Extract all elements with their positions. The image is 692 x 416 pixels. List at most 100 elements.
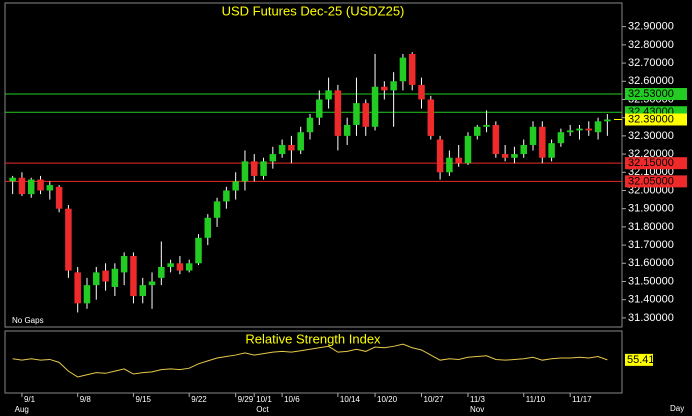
candle-body xyxy=(446,157,453,173)
candle-body xyxy=(120,256,128,273)
candle-body xyxy=(223,190,230,202)
y-tick-label: 32.30000 xyxy=(628,130,674,142)
level-label: 32.53000 xyxy=(628,88,674,100)
candle-body xyxy=(148,281,156,286)
y-tick-label: 31.40000 xyxy=(628,294,674,306)
x-tick-label: 10/6 xyxy=(284,395,300,404)
candle-body xyxy=(343,124,351,136)
y-tick-label: 31.80000 xyxy=(628,221,674,233)
rsi-panel xyxy=(4,330,623,394)
candle-body xyxy=(139,285,146,297)
x-tick-label: 9/22 xyxy=(191,395,207,404)
y-tick-label: 32.00000 xyxy=(628,184,674,196)
candle-body xyxy=(427,99,435,136)
candle-body xyxy=(18,177,26,195)
y-tick-label: 32.20000 xyxy=(628,148,674,160)
candle-body xyxy=(594,121,602,133)
candle-body xyxy=(9,177,16,182)
candle-body xyxy=(232,181,239,191)
candle-body xyxy=(566,130,574,133)
candle-body xyxy=(102,270,109,282)
note: No Gaps xyxy=(12,316,44,325)
x-tick-label: 9/29 xyxy=(238,395,254,404)
y-tick-label: 31.90000 xyxy=(628,203,674,215)
candle-body xyxy=(158,266,165,278)
candle-body xyxy=(93,272,100,286)
x-tick-label: 11/17 xyxy=(572,395,592,404)
candle-body xyxy=(316,99,323,118)
level-box xyxy=(625,88,687,101)
x-tick-label: 9/8 xyxy=(80,395,92,404)
candle-body xyxy=(37,179,44,191)
candle-body xyxy=(269,154,277,162)
x-tick-label: 9/1 xyxy=(24,395,36,404)
level-label: 32.05000 xyxy=(628,175,674,187)
candle-body xyxy=(539,126,546,158)
candle-body xyxy=(65,208,72,271)
candle-body xyxy=(548,143,555,158)
y-tick-label: 32.60000 xyxy=(628,75,674,87)
candle-body xyxy=(408,53,416,85)
x-unit: Day xyxy=(670,404,684,413)
candle-body xyxy=(213,201,221,218)
rsi-box xyxy=(625,353,653,366)
candle-body xyxy=(511,154,518,158)
y-tick-label: 31.60000 xyxy=(628,257,674,269)
x-tick-label: 10/1 xyxy=(256,395,272,404)
x-tick-label: 11/10 xyxy=(526,395,546,404)
candle-body xyxy=(55,186,63,209)
candle-body xyxy=(436,139,444,173)
month-label: Oct xyxy=(256,405,269,414)
month-label: Aug xyxy=(15,405,29,414)
candle-body xyxy=(83,285,91,304)
candle-body xyxy=(241,161,249,182)
candle-body xyxy=(297,132,304,151)
y-tick-label: 32.80000 xyxy=(628,39,674,51)
y-tick-label: 32.90000 xyxy=(628,21,674,33)
candle-body xyxy=(585,128,593,131)
last-box xyxy=(625,113,687,126)
y-tick-label: 31.70000 xyxy=(628,239,674,251)
candle-body xyxy=(464,135,472,164)
rsi-last-label: 55.41 xyxy=(627,354,655,366)
x-tick-label: 10/27 xyxy=(424,395,445,404)
candle-body xyxy=(353,103,360,125)
candle-body xyxy=(167,263,174,267)
level-box xyxy=(625,175,687,188)
candle-body xyxy=(204,217,212,238)
rsi-title: Relative Strength Index xyxy=(245,331,381,346)
candle-body xyxy=(130,256,137,297)
candle-body xyxy=(278,144,286,155)
candle-body xyxy=(604,119,611,122)
candle-body xyxy=(362,103,370,127)
candle-body xyxy=(260,161,267,176)
candle-body xyxy=(529,126,537,145)
candle-body xyxy=(418,84,425,100)
candle-body xyxy=(195,237,202,264)
x-tick-label: 9/15 xyxy=(135,395,151,404)
level-label: 32.15000 xyxy=(628,157,674,169)
candle-body xyxy=(399,57,407,82)
candle-body xyxy=(576,128,583,131)
y-tick-label: 31.30000 xyxy=(628,312,674,324)
candle-body xyxy=(288,144,295,151)
candle-body xyxy=(371,86,379,127)
last-label: 32.39000 xyxy=(628,113,674,125)
rsi-line xyxy=(12,343,608,378)
candle-body xyxy=(390,81,397,91)
candle-body xyxy=(557,132,565,144)
candle-body xyxy=(492,124,500,155)
candle-body xyxy=(455,157,462,164)
candle-body xyxy=(334,90,342,136)
y-tick-label: 32.10000 xyxy=(628,166,674,178)
price-panel xyxy=(4,2,623,328)
candle-body xyxy=(27,179,35,195)
candle-body xyxy=(483,124,490,127)
candle-body xyxy=(306,117,314,133)
candle-body xyxy=(46,185,54,191)
x-tick-label: 10/20 xyxy=(377,395,398,404)
candle-body xyxy=(111,268,119,287)
candle-body xyxy=(520,144,527,155)
